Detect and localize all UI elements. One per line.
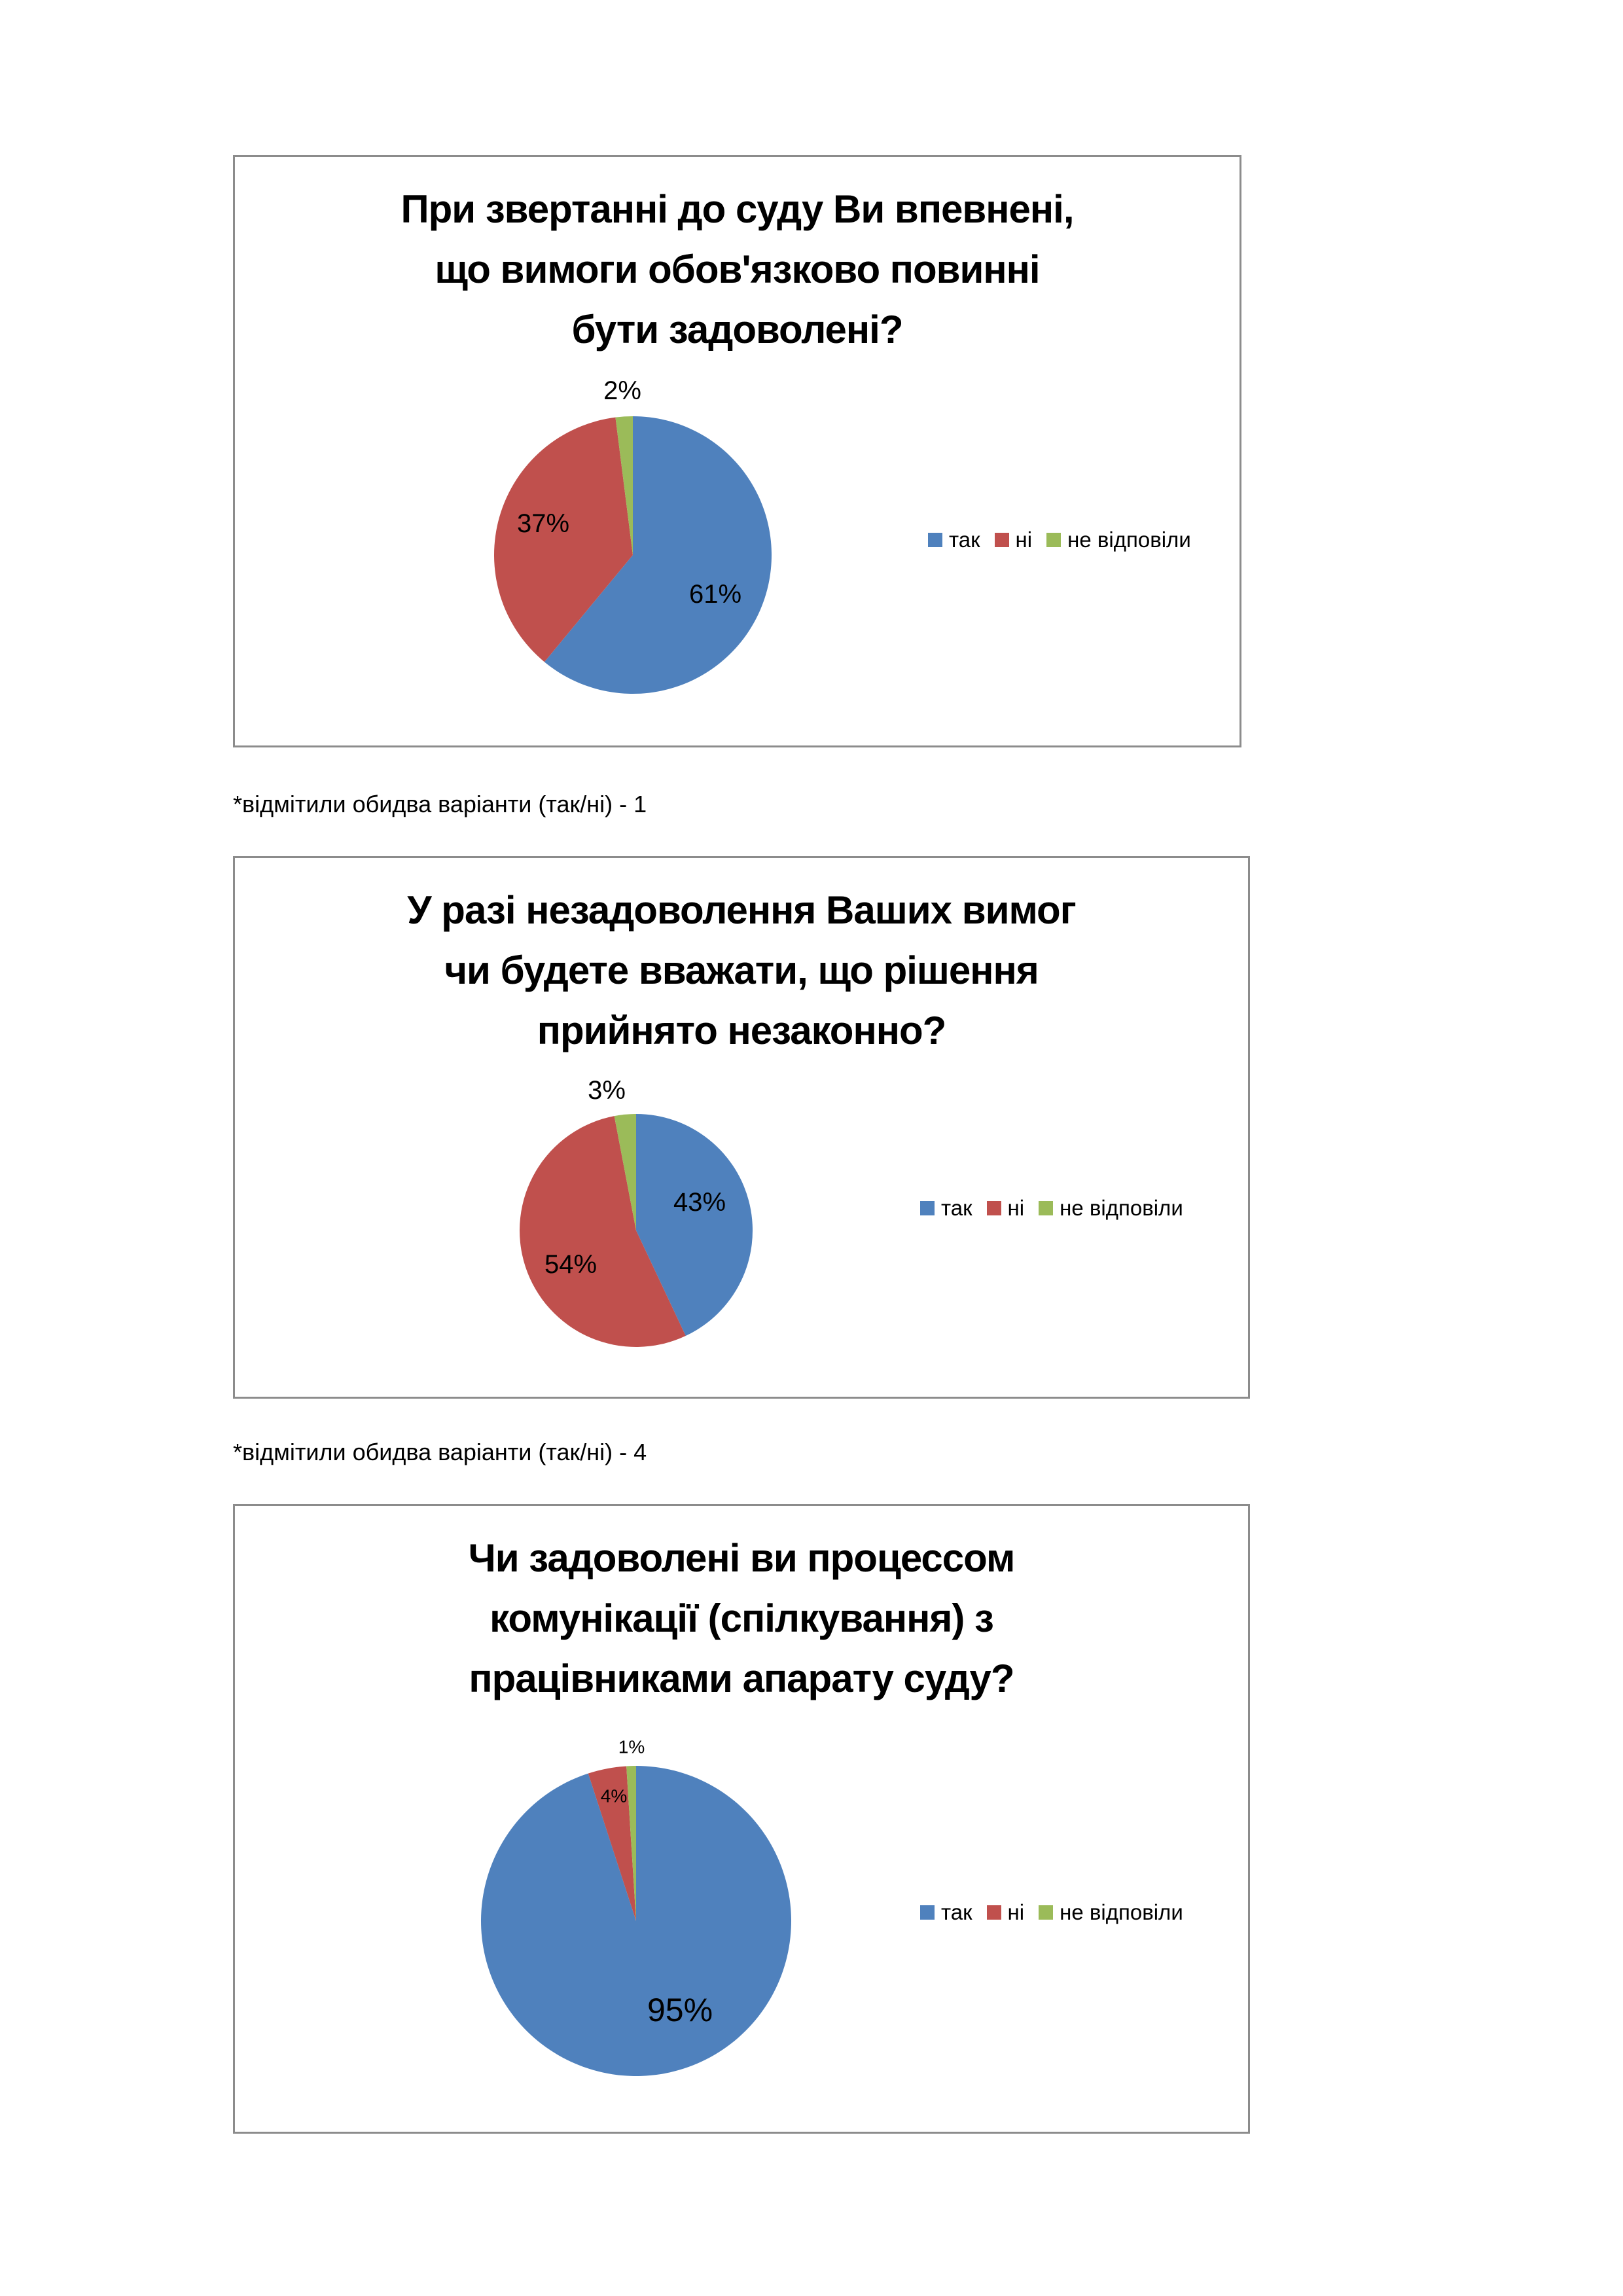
chart-1-frame — [233, 155, 1241, 747]
chart-2-legend: так ні не відповіли — [920, 1195, 1183, 1221]
legend-swatch — [920, 1905, 935, 1920]
chart-2-title: У разі незадоволення Ваших вимог чи будет… — [233, 880, 1250, 1061]
pie-slice-ne_vidpovily — [614, 1114, 636, 1230]
data-label-tak: 43% — [673, 1188, 726, 1217]
chart-1-title: При звертанні до суду Ви впевнені, що вим… — [233, 179, 1241, 360]
legend-swatch — [994, 533, 1009, 547]
legend-swatch — [928, 533, 942, 547]
legend-swatch — [986, 1201, 1001, 1215]
chart-title-line: прийнято незаконно? — [537, 1009, 947, 1052]
legend-swatch — [920, 1201, 935, 1215]
legend-item-tak: так — [920, 1196, 972, 1221]
legend-label: ні — [1007, 1900, 1025, 1924]
data-label-ne_vidpovily: 3% — [588, 1076, 626, 1105]
pie-slice-ni — [588, 1766, 636, 1921]
pie-slice-ni — [493, 417, 633, 662]
chart-2-frame — [233, 856, 1250, 1399]
chart-3-title: Чи задоволені ви процессом комунікації (с… — [233, 1528, 1250, 1709]
legend-label: не відповіли — [1067, 528, 1191, 552]
chart-title-line: Чи задоволені ви процессом — [468, 1536, 1016, 1580]
legend-item-ne_vidpovily: не відповіли — [1046, 528, 1191, 552]
chart-title-line: При звертанні до суду Ви впевнені, — [401, 187, 1074, 231]
legend-swatch — [1039, 1201, 1054, 1215]
note-2: *відмітили обидва варіанти (так/ні) - 4 — [233, 1439, 647, 1465]
data-label-ne_vidpovily: 2% — [603, 376, 641, 405]
legend-swatch — [1046, 533, 1061, 547]
legend-item-tak: так — [920, 1900, 972, 1925]
legend-label: ні — [1007, 1196, 1025, 1220]
chart-3-legend: так ні не відповіли — [920, 1899, 1183, 1926]
data-label-tak: 95% — [647, 1992, 713, 2028]
legend-label: не відповіли — [1060, 1196, 1183, 1220]
data-label-ne_vidpovily: 1% — [618, 1737, 645, 1757]
note-1: *відмітили обидва варіанти (так/ні) - 1 — [233, 791, 647, 817]
pie-slice-tak — [481, 1766, 792, 2076]
pie-slice-ne_vidpovily — [615, 416, 633, 555]
legend-label: ні — [1015, 528, 1033, 552]
chart-1-legend: так ні не відповіли — [928, 527, 1191, 553]
pie-slice-tak — [544, 416, 772, 694]
legend-label: так — [941, 1196, 972, 1220]
legend-label: не відповіли — [1060, 1900, 1183, 1924]
chart-title-line: що вимоги обов'язково повинні — [435, 247, 1040, 291]
legend-swatch — [1039, 1905, 1054, 1920]
legend-item-ne_vidpovily: не відповіли — [1039, 1900, 1183, 1925]
legend-item-ni: ні — [986, 1196, 1025, 1221]
pie-slice-ni — [520, 1116, 686, 1347]
data-label-ni: 37% — [517, 509, 569, 538]
legend-swatch — [986, 1905, 1001, 1920]
data-label-tak: 61% — [689, 580, 741, 609]
legend-item-ni: ні — [986, 1900, 1025, 1925]
chart-title-line: працівниками апарату суду? — [469, 1657, 1014, 1700]
legend-item-ni: ні — [994, 528, 1033, 552]
legend-item-tak: так — [928, 528, 980, 552]
data-label-ni: 54% — [544, 1250, 597, 1279]
pie-slice-tak — [636, 1114, 753, 1336]
chart-title-line: У разі незадоволення Ваших вимог — [407, 888, 1076, 932]
chart-title-line: чи будете вважати, що рішення — [444, 948, 1039, 992]
chart-title-line: комунікації (спілкування) з — [490, 1596, 994, 1640]
legend-item-ne_vidpovily: не відповіли — [1039, 1196, 1183, 1221]
pie-slice-ne_vidpovily — [626, 1766, 636, 1921]
legend-label: так — [949, 528, 980, 552]
chart-title-line: бути задоволені? — [571, 308, 904, 351]
legend-label: так — [941, 1900, 972, 1924]
data-label-ni: 4% — [601, 1786, 627, 1806]
